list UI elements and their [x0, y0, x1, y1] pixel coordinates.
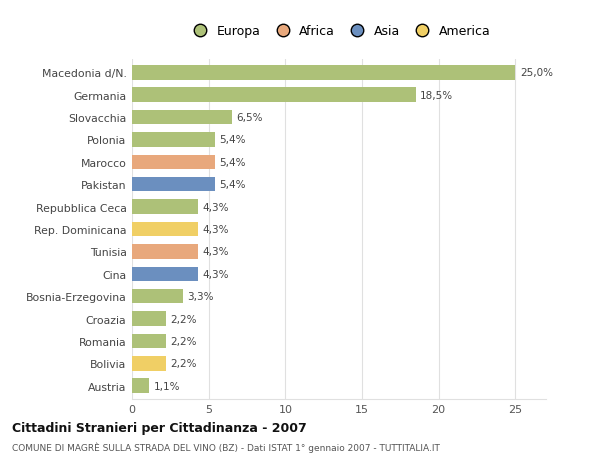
- Text: COMUNE DI MAGRÈ SULLA STRADA DEL VINO (BZ) - Dati ISTAT 1° gennaio 2007 - TUTTIT: COMUNE DI MAGRÈ SULLA STRADA DEL VINO (B…: [12, 442, 440, 452]
- Bar: [132, 133, 215, 147]
- Bar: [132, 289, 182, 304]
- Bar: [132, 222, 198, 237]
- Text: 5,4%: 5,4%: [220, 135, 246, 145]
- Bar: [132, 379, 149, 393]
- Bar: [132, 111, 232, 125]
- Text: 2,2%: 2,2%: [170, 336, 197, 346]
- Bar: [132, 88, 416, 103]
- Text: 5,4%: 5,4%: [220, 157, 246, 168]
- Bar: [132, 155, 215, 170]
- Bar: [132, 267, 198, 281]
- Text: 1,1%: 1,1%: [154, 381, 180, 391]
- Text: 4,3%: 4,3%: [203, 247, 229, 257]
- Text: 2,2%: 2,2%: [170, 358, 197, 369]
- Text: Cittadini Stranieri per Cittadinanza - 2007: Cittadini Stranieri per Cittadinanza - 2…: [12, 421, 307, 434]
- Bar: [132, 334, 166, 348]
- Bar: [132, 200, 198, 214]
- Text: 25,0%: 25,0%: [520, 68, 553, 78]
- Text: 3,3%: 3,3%: [187, 291, 214, 302]
- Bar: [132, 312, 166, 326]
- Bar: [132, 245, 198, 259]
- Text: 2,2%: 2,2%: [170, 314, 197, 324]
- Text: 5,4%: 5,4%: [220, 180, 246, 190]
- Legend: Europa, Africa, Asia, America: Europa, Africa, Asia, America: [188, 25, 490, 38]
- Bar: [132, 178, 215, 192]
- Text: 4,3%: 4,3%: [203, 269, 229, 279]
- Bar: [132, 356, 166, 371]
- Bar: [132, 66, 515, 80]
- Text: 4,3%: 4,3%: [203, 224, 229, 235]
- Text: 4,3%: 4,3%: [203, 202, 229, 212]
- Text: 6,5%: 6,5%: [236, 113, 263, 123]
- Text: 18,5%: 18,5%: [420, 90, 454, 101]
